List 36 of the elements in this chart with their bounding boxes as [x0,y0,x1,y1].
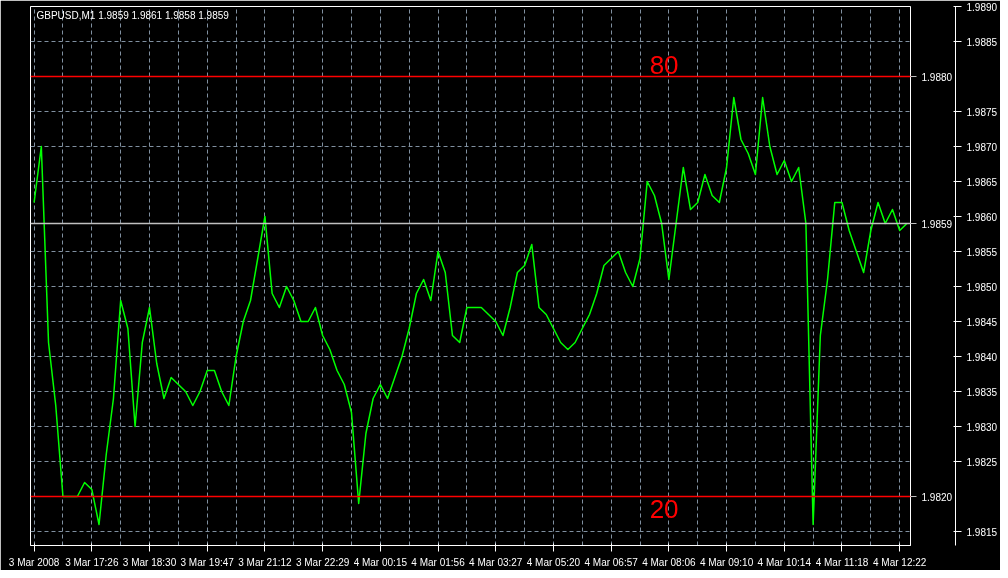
y-tick-label: 1.9815 [966,526,998,538]
y-tick-label: 1.9885 [966,36,998,48]
y-tick-label: 1.9865 [966,176,998,188]
x-tick-label: 4 Mar 03:27 [469,556,523,568]
y-tick-label: 1.9890 [966,1,998,13]
ref-line-label: 1.9880 [921,71,953,83]
y-tick-label: 1.9830 [966,421,998,433]
annotation: 20 [649,493,679,524]
x-tick-label: 4 Mar 11:18 [815,556,869,568]
y-tick-label: 1.9825 [966,456,998,468]
x-tick-label: 4 Mar 09:10 [699,556,754,568]
x-tick-label: 4 Mar 01:56 [411,556,466,568]
x-tick-label: 4 Mar 00:15 [353,556,408,568]
x-tick-label: 4 Mar 10:14 [757,556,812,568]
y-tick-label: 1.9860 [966,211,998,223]
x-tick-label: 3 Mar 17:26 [65,556,119,568]
y-tick-label: 1.9845 [966,316,998,328]
x-tick-label: 4 Mar 12:22 [873,556,927,568]
y-tick-label: 1.9875 [966,106,998,118]
annotation: 80 [649,49,679,80]
y-tick-label: 1.9855 [966,246,998,258]
y-tick-label: 1.9840 [966,351,998,363]
ref-line-label: 1.9859 [921,218,953,230]
x-tick-label: 4 Mar 08:06 [642,556,696,568]
ref-line-label: 1.9820 [921,491,953,503]
x-tick-label: 4 Mar 05:20 [526,556,581,568]
x-tick-label: 3 Mar 22:29 [295,556,350,568]
y-tick-label: 1.9870 [966,141,998,153]
chart-title: GBPUSD,M1 1.9859 1.9861 1.9858 1.9859 [36,9,230,21]
x-tick-label: 3 Mar 2008 [8,556,60,568]
x-tick-label: 4 Mar 06:57 [584,556,639,568]
x-tick-label: 3 Mar 19:47 [180,556,235,568]
x-tick-label: 3 Mar 18:30 [122,556,177,568]
x-tick-label: 3 Mar 21:12 [238,556,293,568]
y-tick-label: 1.9835 [966,386,998,398]
y-tick-label: 1.9850 [966,281,998,293]
